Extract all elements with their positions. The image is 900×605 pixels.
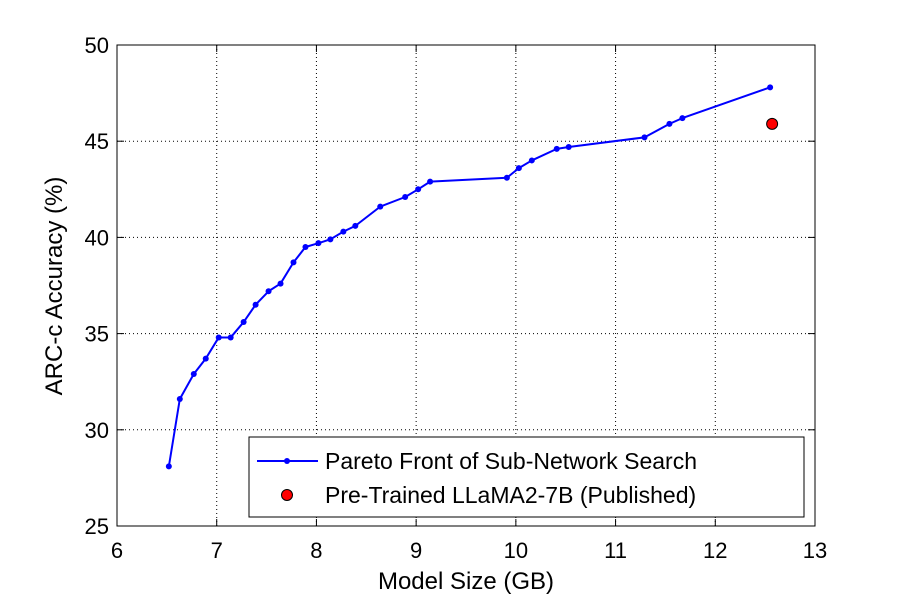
- pareto-front-point: [340, 228, 347, 235]
- pareto-front-point: [528, 157, 535, 164]
- legend: Pareto Front of Sub-Network Search Pre-T…: [248, 436, 805, 518]
- pareto-front-point: [427, 178, 434, 185]
- pareto-front-point: [553, 145, 560, 152]
- y-tick-label: 30: [85, 418, 109, 443]
- x-tick-label: 13: [803, 538, 827, 563]
- pareto-front-point: [252, 301, 259, 308]
- pareto-front-point: [515, 165, 522, 172]
- pareto-front-point: [176, 396, 183, 403]
- pareto-front-point: [277, 280, 284, 287]
- pareto-front-point: [165, 463, 172, 470]
- y-tick-label: 50: [85, 33, 109, 58]
- y-tick-label: 25: [85, 514, 109, 539]
- pareto-front-point: [377, 203, 384, 210]
- pareto-front-point: [767, 84, 774, 91]
- pareto-front-point: [315, 240, 322, 247]
- legend-box: [248, 436, 805, 518]
- y-tick-label: 35: [85, 322, 109, 347]
- legend-reference-label: Pre-Trained LLaMA2-7B (Published): [325, 482, 696, 508]
- x-tick-label: 8: [310, 538, 322, 563]
- pretrained-llama2-point: [766, 117, 779, 130]
- pareto-front-point: [327, 236, 334, 243]
- y-tick-label: 45: [85, 129, 109, 154]
- pareto-front-point: [402, 193, 409, 200]
- pareto-front-point: [240, 319, 247, 326]
- pareto-front-point: [190, 371, 197, 378]
- legend-reference-marker-sample: [281, 489, 293, 501]
- plot-frame: [116, 44, 816, 527]
- x-axis-label: Model Size (GB): [378, 568, 554, 595]
- pareto-front-point: [227, 334, 234, 341]
- x-tick-label: 7: [211, 538, 223, 563]
- pareto-front-point: [503, 174, 510, 181]
- series-layer: [165, 84, 779, 470]
- pareto-front-point: [352, 222, 359, 229]
- legend-series-label: Pareto Front of Sub-Network Search: [325, 448, 697, 474]
- pareto-front-point: [641, 134, 648, 141]
- pareto-front-point: [415, 186, 422, 193]
- x-tick-label: 9: [410, 538, 422, 563]
- pareto-front-point: [679, 115, 686, 122]
- x-tick-label: 10: [504, 538, 528, 563]
- pareto-front-point: [202, 355, 209, 362]
- y-tick-label: 40: [85, 225, 109, 250]
- pareto-front-point: [302, 244, 309, 251]
- legend-series-marker-sample: [284, 458, 290, 464]
- axis-ticks: 6 7 8 9 10 11 12 13 25 30 35 40 45 50: [85, 33, 828, 563]
- x-tick-label: 11: [604, 538, 627, 563]
- y-axis-label: ARC-c Accuracy (%): [41, 177, 68, 396]
- pareto-front-point: [565, 143, 572, 150]
- pareto-front-point: [290, 259, 297, 266]
- pareto-front-point: [666, 120, 673, 127]
- x-tick-label: 12: [703, 538, 727, 563]
- pareto-front-point: [265, 288, 272, 295]
- pareto-front-point: [215, 334, 222, 341]
- x-tick-label: 6: [111, 538, 123, 563]
